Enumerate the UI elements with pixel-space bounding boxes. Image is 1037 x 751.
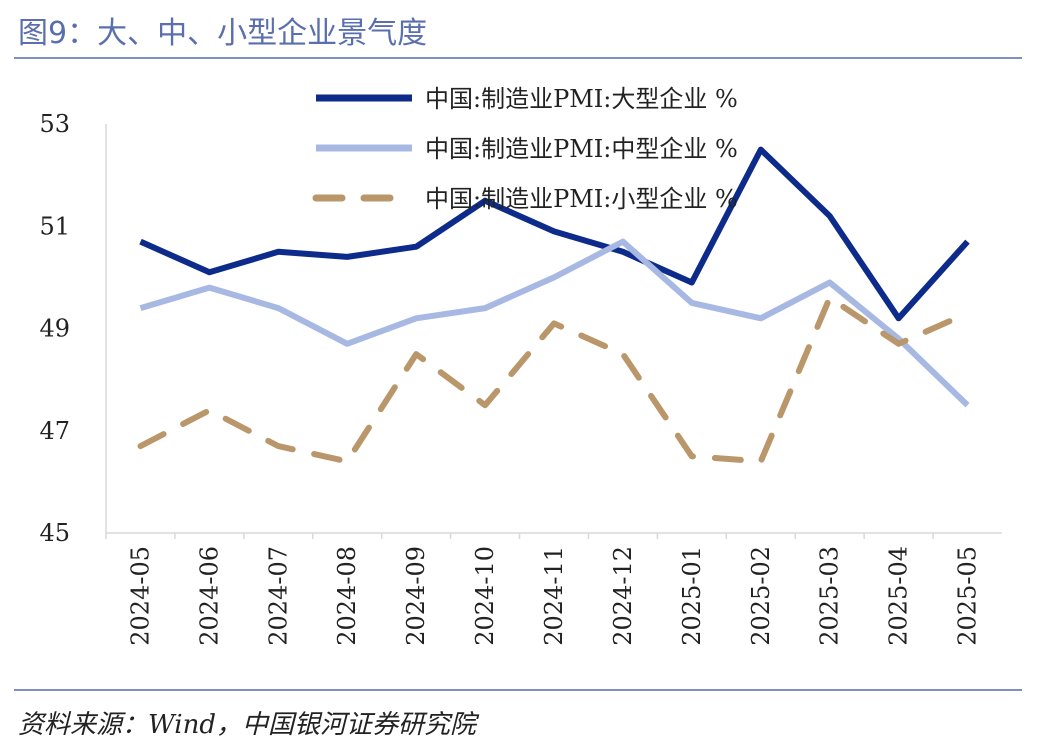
- series-line-1: [139, 146, 970, 322]
- legend-label-2: 中国:制造业PMI:中型企业 %: [425, 135, 738, 163]
- y-tick-label: 47: [39, 417, 70, 445]
- source-note: 资料来源：Wind，中国银河证券研究院: [18, 710, 476, 740]
- y-tick-label: 53: [39, 110, 70, 138]
- x-tick-label: 2025-01: [678, 546, 706, 646]
- x-tick-label: 2025-04: [885, 546, 913, 646]
- figure-title: 图9：大、中、小型企业景气度: [18, 16, 428, 51]
- series-line-3: [137, 294, 971, 465]
- axes: [105, 124, 1002, 534]
- x-tick-label: 2024-07: [264, 546, 292, 646]
- y-tick-label: 51: [39, 212, 70, 240]
- top-divider: [14, 57, 1022, 59]
- legend-label-3: 中国:制造业PMI:小型企业 %: [425, 185, 738, 213]
- y-tick-label: 45: [39, 519, 70, 547]
- x-tick-label: 2025-05: [954, 546, 982, 646]
- series-lines: [137, 146, 971, 465]
- x-tick-label: 2024-12: [609, 546, 637, 646]
- bottom-divider: [14, 689, 1022, 691]
- series-line-2: [139, 238, 970, 408]
- x-tick-label: 2024-06: [195, 546, 223, 646]
- x-tick-label: 2024-11: [540, 546, 568, 646]
- x-tick-label: 2024-08: [333, 546, 361, 646]
- x-tick-label: 2024-10: [471, 546, 499, 646]
- y-axis-ticks: 45 47 49 51 53: [39, 110, 70, 547]
- x-tick-label: 2024-05: [126, 546, 154, 646]
- x-tick-label: 2024-09: [402, 546, 430, 646]
- legend: 中国:制造业PMI:大型企业 % 中国:制造业PMI:中型企业 % 中国:制造业PM…: [312, 85, 738, 213]
- x-axis-ticks: 2024-05 2024-06 2024-07 2024-08 2024-09 2024-…: [105, 533, 982, 646]
- x-tick-label: 2025-02: [747, 546, 775, 646]
- x-tick-label: 2025-03: [816, 546, 844, 646]
- y-tick-label: 49: [39, 315, 70, 343]
- legend-label-1: 中国:制造业PMI:大型企业 %: [425, 85, 738, 113]
